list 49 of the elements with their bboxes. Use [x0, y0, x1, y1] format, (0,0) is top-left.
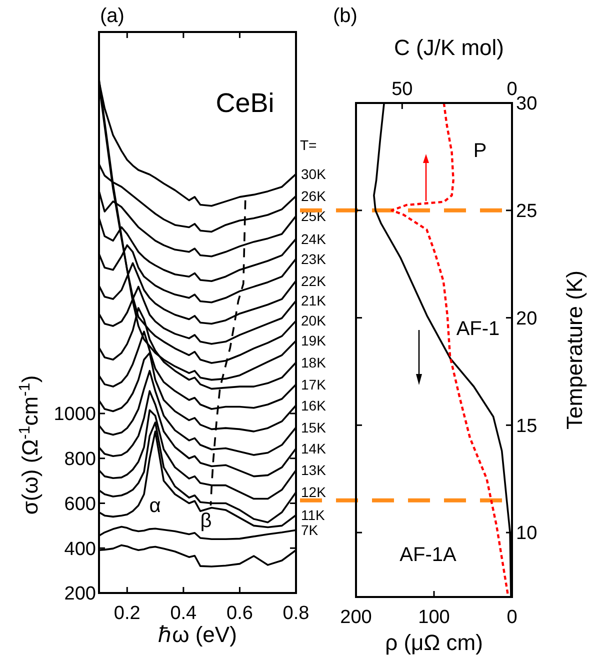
annotation: AF-1	[456, 318, 500, 340]
y-tick-label: 200	[64, 584, 96, 605]
series-label: 18K	[301, 354, 327, 370]
annotation: AF-1A	[400, 544, 457, 566]
series-label: 20K	[301, 312, 327, 329]
y-tick-label: 600	[64, 494, 96, 515]
legend-label: 13K	[301, 462, 327, 478]
text: T=	[300, 137, 317, 153]
x-tick-label: 0.8	[282, 603, 310, 624]
x-tick-label: 200	[340, 607, 372, 628]
annotation: β	[200, 510, 212, 532]
y-tick-label: 800	[64, 449, 96, 470]
series-label: 14K	[301, 440, 327, 456]
series-label: 16K	[301, 397, 327, 414]
series-label: 26K	[301, 188, 327, 204]
legend-label: 15K	[301, 419, 327, 436]
x2-tick-label: 50	[392, 79, 413, 100]
x-tick-label: 0	[506, 607, 518, 628]
y-tick-label: 15	[516, 416, 538, 437]
y-axis-title: Temperature (K)	[562, 270, 587, 430]
legend-label: 11K	[301, 507, 326, 524]
chart-title: (a)	[100, 5, 124, 27]
x-tick-label: 0.6	[226, 603, 253, 624]
series-label: 24K	[301, 230, 327, 247]
x2-axis-title: C (J/K mol)	[394, 35, 504, 60]
y-tick-label: 1000	[54, 404, 96, 426]
series-label: 21K	[301, 292, 327, 309]
series-label: 17K	[301, 376, 327, 392]
x-axis-title: ℏω (eV)	[158, 622, 237, 647]
y-tick-label: 30	[516, 94, 538, 115]
x-tick-label: 100	[418, 607, 450, 628]
series-label: 12K	[301, 484, 327, 500]
x2-tick-label: 0	[506, 79, 518, 100]
series-label: 30K	[301, 166, 327, 182]
y-tick-label: 20	[516, 308, 538, 330]
series-label: 22K	[301, 272, 327, 289]
series-label: 23K	[301, 250, 327, 267]
series-label: 19K	[301, 332, 327, 349]
y-tick-label: 10	[516, 523, 538, 544]
annotation: α	[149, 495, 161, 517]
x-tick-label: 0.2	[114, 603, 140, 624]
y-tick-label: 400	[64, 538, 96, 560]
y-tick-label: 25	[516, 201, 538, 222]
chart-title: (b)	[333, 5, 358, 27]
annotation: P	[473, 140, 487, 162]
series-label: 7K	[301, 522, 319, 538]
x-axis-title: ρ (μΩ cm)	[385, 630, 483, 655]
annotation: CeBi	[216, 88, 274, 118]
x-tick-label: 0.4	[170, 603, 198, 624]
